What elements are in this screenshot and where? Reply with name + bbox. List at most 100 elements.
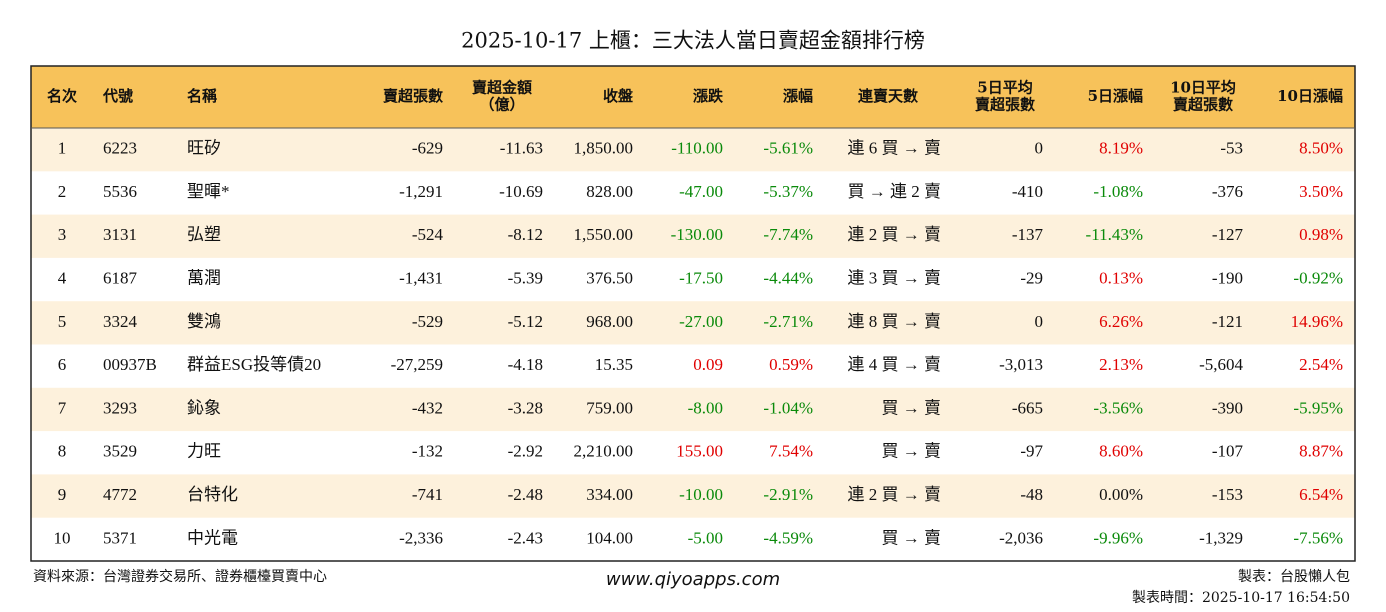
table-cell: -5.95% [1293, 398, 1343, 417]
table-cell: -5.39 [508, 268, 543, 287]
table-cell: -629 [412, 139, 443, 158]
table-cell: 10 [54, 528, 71, 547]
table-cell: 群益ESG投等債20 [187, 355, 321, 374]
source-note: 資料來源：台灣證券交易所、證券櫃檯買賣中心 [33, 568, 327, 585]
table-cell: -9.96% [1093, 528, 1143, 547]
table-cell: 弘塑 [187, 225, 221, 244]
table-cell: 0.09 [693, 355, 723, 374]
table-cell: -132 [412, 442, 443, 461]
table-cell: 買 → 連 2 賣 [848, 182, 942, 201]
table-cell: 6.26% [1099, 312, 1143, 331]
column-header: 名稱 [187, 87, 217, 105]
table-cell: 968.00 [586, 312, 633, 331]
table-cell: 連 6 買 → 賣 [848, 139, 942, 158]
table-cell: 3131 [103, 225, 137, 244]
table-cell: -5.12 [508, 312, 543, 331]
table-cell: -4.59% [763, 528, 813, 547]
table-cell: -5.37% [763, 182, 813, 201]
table-cell: 8.87% [1299, 442, 1343, 461]
table-cell: -110.00 [671, 139, 723, 158]
table-cell: 5371 [103, 528, 137, 547]
column-header: （億） [479, 96, 524, 114]
table-cell: 4 [58, 268, 67, 287]
table-cell: -2.48 [508, 485, 543, 504]
table-cell: -5.00 [688, 528, 723, 547]
table-cell: -107 [1212, 442, 1244, 461]
column-header: 漲幅 [783, 87, 813, 105]
table-cell: 00937B [103, 355, 157, 374]
maker-note: 製表：台股懶人包 [1238, 569, 1350, 585]
table-cell: -524 [412, 225, 444, 244]
table-cell: 759.00 [586, 398, 633, 417]
column-header: 5日平均 [977, 79, 1032, 97]
table-cell: -0.92% [1293, 268, 1343, 287]
table-cell: 連 4 買 → 賣 [848, 355, 942, 374]
table-cell: 萬潤 [187, 268, 221, 287]
table-cell: -1.08% [1093, 182, 1143, 201]
table-border [30, 65, 1356, 562]
table-cell: 3 [58, 225, 67, 244]
table-cell: -97 [1020, 442, 1043, 461]
column-header: 賣超張數 [975, 96, 1035, 114]
table-cell: 2 [58, 182, 67, 201]
table-cell: -410 [1012, 182, 1043, 201]
table-cell: -11.43% [1086, 225, 1143, 244]
column-header: 賣超張數 [383, 87, 443, 105]
table-cell: 雙鴻 [187, 312, 221, 331]
table-cell: 6223 [103, 139, 137, 158]
table-cell: -432 [412, 398, 443, 417]
table-cell: 376.50 [586, 268, 633, 287]
table-cell: 力旺 [187, 442, 221, 461]
column-header: 賣超張數 [1173, 96, 1233, 114]
column-header: 賣超金額 [472, 79, 532, 97]
table-cell: 1,550.00 [574, 225, 634, 244]
row-stripe [31, 301, 1355, 345]
table-cell: 1 [58, 139, 67, 158]
column-header: 收盤 [603, 87, 634, 105]
table-cell: 連 2 買 → 賣 [848, 225, 942, 244]
table-cell: 3293 [103, 398, 137, 417]
table-cell: 0.98% [1299, 225, 1343, 244]
table-cell: 6187 [103, 268, 138, 287]
table-cell: -190 [1212, 268, 1243, 287]
row-stripe [31, 214, 1355, 258]
table-cell: 155.00 [676, 442, 723, 461]
table-cell: -2.92 [508, 442, 543, 461]
table-cell: 8.19% [1099, 139, 1143, 158]
table-cell: -7.74% [763, 225, 813, 244]
table-cell: -10.69 [499, 182, 543, 201]
table-cell: 8.60% [1099, 442, 1143, 461]
table-cell: 買 → 賣 [882, 398, 942, 417]
table-cell: -3,013 [999, 355, 1043, 374]
table-cell: -741 [412, 485, 443, 504]
table-cell: -10.00 [679, 485, 723, 504]
table-cell: 7.54% [769, 442, 813, 461]
table-cell: 連 2 買 → 賣 [848, 485, 942, 504]
table-cell: 334.00 [586, 485, 633, 504]
table-cell: -2,036 [999, 528, 1043, 547]
table-cell: 連 3 買 → 賣 [848, 268, 942, 287]
table-cell: -1.04% [763, 398, 813, 417]
table-cell: 0 [1035, 139, 1044, 158]
table-cell: 鈊象 [187, 398, 221, 417]
row-stripe [31, 474, 1355, 518]
table-cell: -121 [1212, 312, 1243, 331]
table-cell: -27.00 [679, 312, 723, 331]
table-cell: -137 [1012, 225, 1044, 244]
table-cell: -27,259 [391, 355, 443, 374]
table-cell: 5 [58, 312, 67, 331]
column-header: 5日漲幅 [1088, 87, 1143, 105]
table-cell: -1,329 [1199, 528, 1243, 547]
table-cell: 8 [58, 442, 67, 461]
table-cell: -8.12 [508, 225, 543, 244]
header-background [31, 66, 1355, 128]
table-cell: -7.56% [1293, 528, 1343, 547]
table-cell: 5536 [103, 182, 137, 201]
table-cell: 0.59% [769, 355, 813, 374]
table-cell: -11.63 [500, 139, 543, 158]
table-cell: -5.61% [763, 139, 813, 158]
table-cell: -8.00 [688, 398, 723, 417]
table-cell: -29 [1020, 268, 1043, 287]
table-cell: -53 [1220, 139, 1243, 158]
